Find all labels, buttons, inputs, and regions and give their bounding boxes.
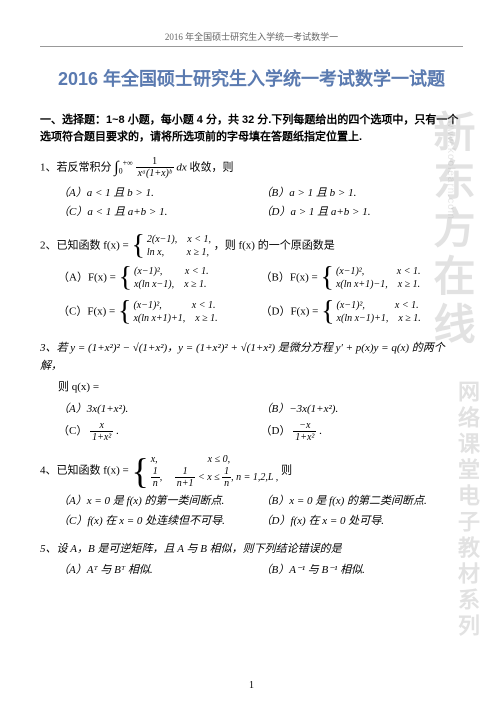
q2-options: （A）F(x) = { (x−1)², x < 1. x(ln x−1), x …: [40, 264, 463, 332]
q1-stem-post: 收敛，则: [189, 162, 233, 174]
int-upper: +∞: [123, 159, 133, 168]
q2-piecewise: { 2(x−1), x < 1, ln x, x ≥ 1,: [131, 232, 211, 260]
q2-d-brace: { (x−1)², x < 1. x(ln x−1)+1, x ≥ 1.: [321, 298, 421, 326]
q3-opt-d: （D） −x 1+x² .: [261, 420, 464, 443]
int-lower: 0: [119, 167, 123, 176]
q1-stem: 1、若反常积分 ∫0+∞ 1 xᵃ(1+x)ᵇ dx 收敛，则: [40, 155, 463, 181]
q3-stem: 3、若 y = (1+x²)² − √(1+x²)，y = (1+x²)² + …: [40, 340, 463, 375]
q2-c-pre: （C）F(x) =: [58, 306, 115, 318]
brace-icon: {: [119, 264, 132, 292]
q1-options: （A）a < 1 且 b > 1. （B）a > 1 且 b > 1. （C）a…: [40, 185, 463, 224]
q1-num: 1: [136, 156, 174, 168]
section-1-heading: 一、选择题：1~8 小题，每小题 4 分，共 32 分.下列每题给出的四个选项中…: [40, 112, 463, 145]
q3-opt-a: （A）3x(1+x²).: [58, 401, 261, 419]
q2-cases: 2(x−1), x < 1, ln x, x ≥ 1,: [147, 233, 211, 259]
running-header: 2016 年全国硕士研究生入学统一考试数学一: [40, 30, 463, 47]
q2-d-pre: （D）F(x) =: [261, 306, 319, 318]
q2-case1: 2(x−1), x < 1,: [147, 233, 211, 246]
q3-opt-b: （B）−3x(1+x²).: [261, 401, 464, 419]
q1-stem-pre: 1、若反常积分: [40, 162, 112, 174]
q3-opt-c: （C） x 1+x² .: [58, 420, 261, 443]
brace-icon: {: [320, 264, 333, 292]
question-5: 5、设 A，B 是可逆矩阵，且 A 与 B 相似，则下列结论错误的是 （A）Aᵀ…: [40, 541, 463, 582]
q2-b-pre: （B）F(x) =: [261, 272, 318, 284]
q3-d-pre: （D）: [261, 425, 291, 437]
q4-opt-d: （D）f(x) 在 x = 0 处可导.: [261, 513, 464, 531]
q3-c-pre: （C）: [58, 425, 87, 437]
q4-case2: 1 n , 1 n+1 < x ≤ 1 n , n = 1,2,L ,: [151, 466, 279, 489]
q4-case1: x, x ≤ 0,: [151, 453, 279, 466]
q2-opt-a: （A）F(x) = { (x−1)², x < 1. x(ln x−1), x …: [58, 264, 261, 292]
q5-opt-b: （B）A⁻¹ 与 B⁻¹ 相似.: [261, 562, 464, 580]
brace-icon: {: [321, 298, 334, 326]
q1-fraction: 1 xᵃ(1+x)ᵇ: [136, 156, 174, 179]
q1-opt-b: （B）a > 1 且 b > 1.: [261, 185, 464, 203]
q5-options: （A）Aᵀ 与 Bᵀ 相似. （B）A⁻¹ 与 B⁻¹ 相似.: [40, 562, 463, 582]
q5-stem: 5、设 A，B 是可逆矩阵，且 A 与 B 相似，则下列结论错误的是: [40, 541, 463, 559]
q3-c-frac: x 1+x²: [90, 420, 113, 443]
q2-a-pre: （A）F(x) =: [58, 272, 116, 284]
q3-options: （A）3x(1+x²). （B）−3x(1+x²). （C） x 1+x² . …: [40, 401, 463, 446]
q4-opt-c: （C）f(x) 在 x = 0 处连续但不可导.: [58, 513, 261, 531]
q2-opt-d: （D）F(x) = { (x−1)², x < 1. x(ln x−1)+1, …: [261, 298, 464, 326]
q2-case2: ln x, x ≥ 1,: [147, 246, 211, 259]
brace-icon: {: [131, 232, 144, 260]
q2-stem-pre: 2、已知函数 f(x) =: [40, 240, 129, 252]
watermark-url: www.koolearn.com: [442, 120, 458, 220]
q4-options: （A）x = 0 是 f(x) 的第一类间断点. （B）x = 0 是 f(x)…: [40, 493, 463, 532]
brace-icon: {: [131, 453, 148, 489]
q1-dx: dx: [176, 162, 186, 174]
brace-icon: {: [118, 298, 131, 326]
q2-stem: 2、已知函数 f(x) = { 2(x−1), x < 1, ln x, x ≥…: [40, 232, 463, 260]
q1-opt-a: （A）a < 1 且 b > 1.: [58, 185, 261, 203]
question-3: 3、若 y = (1+x²)² − √(1+x²)，y = (1+x²)² + …: [40, 340, 463, 445]
q2-a-brace: { (x−1)², x < 1. x(ln x−1), x ≥ 1.: [119, 264, 209, 292]
q1-den: xᵃ(1+x)ᵇ: [136, 168, 174, 179]
q4-stem: 4、已知函数 f(x) = { x, x ≤ 0, 1 n , 1 n+1 < …: [40, 453, 463, 489]
page-number: 1: [0, 678, 503, 694]
q2-opt-b: （B）F(x) = { (x−1)², x < 1. x(ln x+1)−1, …: [261, 264, 464, 292]
q3-c-post: .: [116, 425, 119, 437]
q2-opt-c: （C）F(x) = { (x−1)², x < 1. x(ln x+1)+1, …: [58, 298, 261, 326]
q1-opt-d: （D）a > 1 且 a+b > 1.: [261, 204, 464, 222]
q3-stem2: 则 q(x) =: [40, 379, 463, 397]
q2-b-brace: { (x−1)², x < 1. x(ln x+1)−1, x ≥ 1.: [320, 264, 420, 292]
q5-opt-a: （A）Aᵀ 与 Bᵀ 相似.: [58, 562, 261, 580]
question-1: 1、若反常积分 ∫0+∞ 1 xᵃ(1+x)ᵇ dx 收敛，则 （A）a < 1…: [40, 155, 463, 224]
q4-opt-b: （B）x = 0 是 f(x) 的第二类间断点.: [261, 493, 464, 511]
exam-page: 新东方在线 网络课堂电子教材系列 www.koolearn.com 2016 年…: [0, 0, 503, 706]
q3-d-post: .: [319, 425, 322, 437]
q4-piecewise: { x, x ≤ 0, 1 n , 1 n+1 < x ≤: [131, 453, 278, 489]
q4-opt-a: （A）x = 0 是 f(x) 的第一类间断点.: [58, 493, 261, 511]
q4-stem-pre: 4、已知函数 f(x) =: [40, 465, 129, 477]
question-4: 4、已知函数 f(x) = { x, x ≤ 0, 1 n , 1 n+1 < …: [40, 453, 463, 532]
q4-stem-post: 则: [281, 465, 292, 477]
q3-d-frac: −x 1+x²: [293, 420, 316, 443]
q1-opt-c: （C）a < 1 且 a+b > 1.: [58, 204, 261, 222]
q2-stem-post: ，则 f(x) 的一个原函数是: [214, 240, 335, 252]
document-title: 2016 年全国硕士研究生入学统一考试数学一试题: [40, 65, 463, 94]
q2-c-brace: { (x−1)², x < 1. x(ln x+1)+1, x ≥ 1.: [118, 298, 218, 326]
question-2: 2、已知函数 f(x) = { 2(x−1), x < 1, ln x, x ≥…: [40, 232, 463, 332]
